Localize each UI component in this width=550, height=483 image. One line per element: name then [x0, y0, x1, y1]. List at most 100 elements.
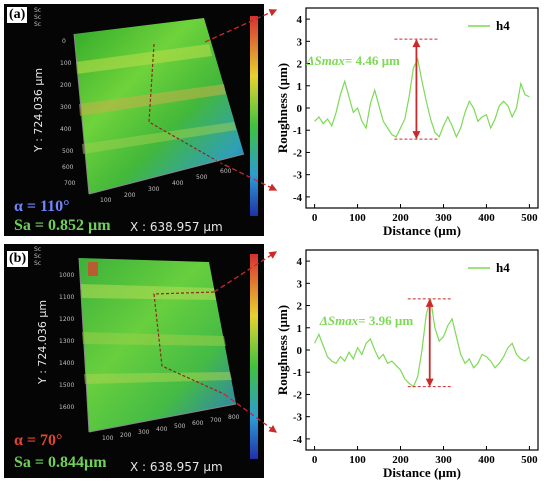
x-tick-a-4: 500	[196, 174, 208, 181]
y-tick-label-b: -4	[293, 434, 303, 446]
x-tick-b-5: 600	[192, 420, 204, 427]
panel-label-b: (b)	[6, 250, 30, 268]
y-tick-label-a: -4	[293, 192, 303, 204]
y-tick-label-b: 4	[297, 256, 303, 268]
x-tick-label-b: 200	[392, 454, 409, 466]
sa-label-b: Sa = 0.844µm	[14, 454, 107, 471]
y-tick-label-a: 1	[297, 81, 303, 93]
y-axis-label-a: Roughness (µm)	[278, 63, 290, 153]
y-tick-a-5: 500	[62, 148, 74, 155]
y-tick-b-6: 1600	[59, 404, 75, 411]
x-axis-label-a: Distance (µm)	[383, 223, 461, 238]
y-tick-label-b: 1	[297, 323, 303, 335]
annotation-arrow-head-bottom-b	[425, 378, 434, 387]
surface-render-a	[73, 16, 258, 216]
y-tick-a-4: 400	[60, 126, 72, 133]
y-tick-label-a: -3	[293, 170, 303, 182]
y-tick-label-a: 4	[297, 14, 303, 26]
x-tick-label-a: 0	[312, 212, 318, 224]
x-tick-label-a: 200	[392, 212, 409, 224]
x-tick-label-a: 300	[435, 212, 452, 224]
x-readout-a: X : 638.957 µm	[130, 220, 223, 234]
y-tick-b-2: 1200	[59, 316, 75, 323]
x-readout-b: X : 638.957 µm	[130, 460, 223, 474]
annotation-arrow-head-top-b	[425, 298, 434, 307]
software-line-b3: Sc	[34, 260, 42, 267]
angle-label-a: α = 110°	[14, 198, 70, 215]
y-tick-a-6: 600	[62, 164, 74, 171]
y-tick-label-a: -2	[293, 147, 303, 159]
x-tick-b-2: 300	[138, 429, 150, 436]
plot-frame-a	[305, 7, 539, 209]
y-tick-a-3: 300	[60, 104, 72, 111]
x-tick-a-0: 100	[100, 197, 112, 204]
surface-render-b	[78, 254, 258, 459]
y-tick-b-0: 1000	[59, 272, 75, 279]
x-tick-a-3: 400	[172, 180, 184, 187]
roughness-chart-b: -4 -3 -2 -1 0 1 2 3 4 0 100 200 300 400 500 Distance (µ…	[278, 249, 539, 480]
series-line-h4-a	[314, 57, 530, 139]
x-tick-b-7: 800	[228, 414, 240, 421]
y-tick-a-0: 0	[62, 38, 66, 45]
x-tick-b-3: 400	[156, 426, 168, 433]
x-tick-label-b: 300	[435, 454, 452, 466]
y-tick-b-3: 1300	[59, 338, 75, 345]
x-tick-label-b: 0	[312, 454, 318, 466]
annotation-symbol-a: ΔSmax	[305, 53, 345, 68]
x-tick-a-5: 600	[220, 168, 232, 175]
y-tick-a-2: 200	[60, 82, 72, 89]
y-tick-b-1: 1100	[59, 294, 75, 301]
annotation-value-a: = 4.46 µm	[345, 53, 400, 68]
sa-label-a: Sa = 0.852 µm	[14, 217, 111, 234]
series-line-h4-b	[314, 298, 530, 388]
y-tick-label-b: 0	[297, 345, 303, 357]
y-tick-label-a: 0	[297, 103, 303, 115]
x-tick-label-b: 400	[478, 454, 495, 466]
y-tick-label-a: 3	[297, 36, 303, 48]
angle-label-b: α = 70°	[14, 432, 63, 449]
panel-label-a: (a)	[6, 6, 29, 24]
x-tick-a-1: 200	[124, 192, 136, 199]
y-tick-label-b: 2	[297, 301, 303, 313]
annotation-text-b: ΔSmax= 3.96 µm	[319, 313, 414, 328]
y-tick-label-b: 3	[297, 278, 303, 290]
surface-image-a: (a) Sc Sc Sc Y : 724.036 µm 0 100 200 30…	[4, 4, 264, 236]
x-tick-label-a: 500	[521, 212, 538, 224]
software-line-a3: Sc	[34, 21, 42, 28]
legend-label-b: h4	[496, 260, 510, 275]
roughness-chart-a: -4 -3 -2 -1 0 1 2 3 4 0 100 200 300 400 500 Distance (µ…	[278, 7, 539, 238]
y-readout-b: Y : 724.036 µm	[36, 299, 49, 384]
x-axis-label-b: Distance (µm)	[383, 465, 461, 480]
software-line-b1: Sc	[34, 246, 42, 253]
y-tick-label-a: 2	[297, 59, 303, 71]
y-tick-a-7: 700	[64, 180, 76, 187]
y-tick-a-1: 100	[60, 60, 72, 67]
x-tick-label-b: 500	[521, 454, 538, 466]
annotation-symbol-b: ΔSmax	[319, 313, 359, 328]
x-tick-a-2: 300	[148, 186, 160, 193]
software-line-b2: Sc	[34, 253, 42, 260]
annotation-value-b: = 3.96 µm	[358, 313, 413, 328]
x-tick-b-4: 500	[174, 423, 186, 430]
software-line-a1: Sc	[34, 7, 42, 14]
software-line-a2: Sc	[34, 14, 42, 21]
x-tick-label-b: 100	[349, 454, 366, 466]
x-tick-b-6: 700	[210, 417, 222, 424]
x-tick-b-0: 100	[102, 435, 114, 442]
y-readout-a: Y : 724.036 µm	[32, 67, 45, 152]
y-tick-label-b: -3	[293, 412, 303, 424]
y-tick-label-b: -2	[293, 389, 303, 401]
x-tick-label-a: 100	[349, 212, 366, 224]
y-axis-label-b: Roughness (µm)	[278, 305, 290, 395]
annotation-arrow-head-bottom-a	[412, 131, 421, 140]
y-tick-b-4: 1400	[59, 360, 75, 367]
y-tick-label-b: -1	[293, 367, 302, 379]
annotation-text-a: ΔSmax= 4.46 µm	[305, 53, 400, 68]
x-tick-b-1: 200	[120, 432, 132, 439]
x-tick-label-a: 400	[478, 212, 495, 224]
legend-label-a: h4	[496, 18, 510, 33]
y-tick-b-5: 1500	[59, 382, 75, 389]
annotation-arrow-head-top-a	[412, 39, 421, 48]
surface-image-b: (b) Sc Sc Sc Y : 724.036 µm 1000 1100 12…	[4, 244, 264, 478]
y-tick-label-a: -1	[293, 125, 302, 137]
